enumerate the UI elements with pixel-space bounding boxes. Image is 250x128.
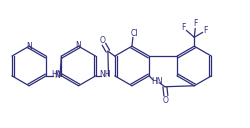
Text: F: F xyxy=(181,23,185,32)
Text: N: N xyxy=(54,71,60,80)
Text: N: N xyxy=(26,42,32,51)
Text: HN: HN xyxy=(50,70,62,79)
Text: Cl: Cl xyxy=(130,29,137,38)
Text: O: O xyxy=(162,96,168,105)
Text: NH: NH xyxy=(98,70,110,79)
Text: O: O xyxy=(100,36,105,45)
Text: F: F xyxy=(192,19,197,28)
Text: N: N xyxy=(75,41,81,50)
Text: F: F xyxy=(202,26,206,35)
Text: HN: HN xyxy=(150,77,162,86)
